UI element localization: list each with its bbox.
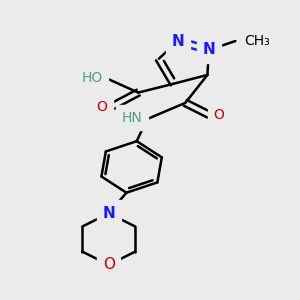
Text: HO: HO [82,71,103,85]
Text: O: O [103,257,115,272]
Text: N: N [202,42,215,57]
Text: O: O [96,100,107,114]
Text: O: O [213,108,224,122]
Text: HN: HN [122,111,142,124]
Text: N: N [172,34,184,49]
Text: CH₃: CH₃ [244,34,270,48]
Text: N: N [102,206,115,221]
